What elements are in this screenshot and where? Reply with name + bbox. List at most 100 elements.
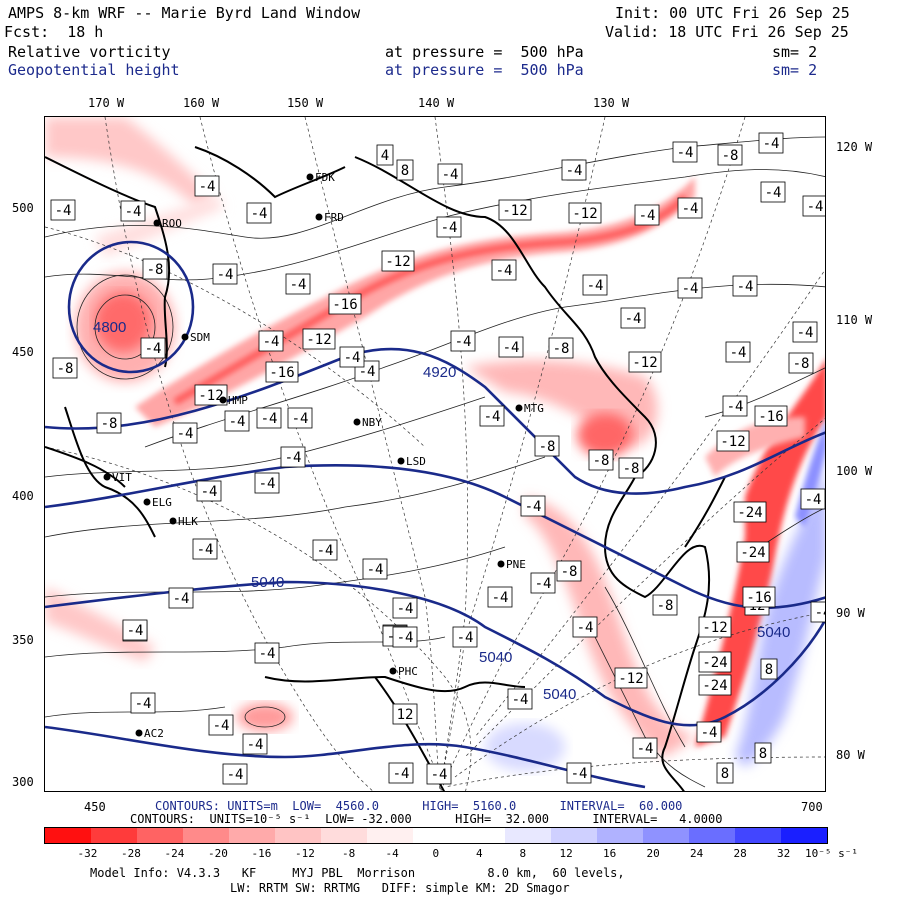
svg-text:-4: -4 <box>217 267 234 283</box>
field1-level: at pressure = 500 hPa <box>385 43 584 61</box>
station-label: PHC <box>398 665 418 678</box>
vorticity-label: -4 <box>582 274 608 296</box>
colorbar-swatch <box>597 828 643 843</box>
svg-text:-12: -12 <box>306 332 331 348</box>
height-label: 5040 <box>757 624 790 641</box>
svg-text:-4: -4 <box>682 201 699 217</box>
svg-text:-4: -4 <box>199 179 216 195</box>
x-tick-label: 700 <box>801 800 823 814</box>
vorticity-label: -4 <box>487 586 513 608</box>
svg-text:-4: -4 <box>571 766 588 782</box>
svg-text:-4: -4 <box>201 484 218 500</box>
vorticity-label: -4 <box>725 341 751 363</box>
vorticity-label: -4 <box>50 199 76 221</box>
vorticity-label: -12 <box>628 351 662 373</box>
colorbar-tick-label: -16 <box>251 847 272 860</box>
field2-name: Geopotential height <box>8 61 180 79</box>
vorticity-label: -4 <box>620 307 646 329</box>
vorticity-label: -12 <box>498 199 532 221</box>
svg-text:-4: -4 <box>763 136 780 152</box>
vorticity-label: -4 <box>312 539 338 561</box>
vorticity-label: -4 <box>800 488 825 510</box>
vorticity-label: -12 <box>698 616 732 638</box>
colorbar-tick-label: 20 <box>646 847 660 860</box>
vorticity-label: -16 <box>742 586 776 608</box>
svg-text:-4: -4 <box>765 185 782 201</box>
station-dot <box>169 517 177 525</box>
svg-text:8: 8 <box>721 766 729 782</box>
station-dot <box>135 729 143 737</box>
svg-text:-4: -4 <box>701 725 718 741</box>
svg-text:-8: -8 <box>539 439 556 455</box>
station-dot <box>389 667 397 675</box>
colorbar-tick-label: -8 <box>342 847 356 860</box>
svg-text:-4: -4 <box>173 591 190 607</box>
svg-text:-4: -4 <box>807 199 824 215</box>
vorticity-label: -24 <box>736 541 770 563</box>
vorticity-label: -4 <box>530 572 556 594</box>
vorticity-contour-info: CONTOURS: UNITS=10⁻⁵ s⁻¹ LOW= -32.000 HI… <box>130 812 723 826</box>
svg-text:-12: -12 <box>702 620 727 636</box>
colorbar-swatch <box>229 828 275 843</box>
station-label: MTG <box>524 402 544 415</box>
station-dot <box>497 560 505 568</box>
svg-text:-4: -4 <box>815 605 826 621</box>
vorticity-label-boxes: 488-4-8-4-4-4-4-4-4-4-4-4-4-4-12-12-12-4… <box>50 132 826 785</box>
svg-text:-4: -4 <box>496 263 513 279</box>
svg-text:-4: -4 <box>503 340 520 356</box>
svg-text:-8: -8 <box>593 453 610 469</box>
vorticity-label: -4 <box>436 216 462 238</box>
station-label: FRD <box>324 211 344 224</box>
station-label: NBY <box>362 416 382 429</box>
colorbar-tick-label: 28 <box>733 847 747 860</box>
vorticity-label: -8 <box>96 412 122 434</box>
y-tick-label: 350 <box>12 633 34 647</box>
vorticity-label: -4 <box>760 181 786 203</box>
colorbar-swatch <box>91 828 137 843</box>
vorticity-label: -4 <box>566 762 592 784</box>
vorticity-label: -4 <box>287 407 313 429</box>
station-dot <box>219 396 227 404</box>
svg-text:-4: -4 <box>455 334 472 350</box>
station-label: HLK <box>178 515 198 528</box>
vorticity-label: -4 <box>196 480 222 502</box>
colorbar-swatch <box>183 828 229 843</box>
vorticity-label: -4 <box>632 737 658 759</box>
vorticity-label: -4 <box>498 336 524 358</box>
svg-text:-16: -16 <box>332 297 357 313</box>
vorticity-label: -8 <box>52 357 78 379</box>
vorticity-label: -4 <box>491 259 517 281</box>
svg-text:-4: -4 <box>261 411 278 427</box>
colorbar-tick-label: -32 <box>77 847 98 860</box>
svg-text:-4: -4 <box>397 630 414 646</box>
vorticity-label: -4 <box>392 626 418 648</box>
lon-label-right: 90 W <box>836 606 865 620</box>
vorticity-label: -4 <box>479 405 505 427</box>
svg-text:-4: -4 <box>535 576 552 592</box>
svg-text:-4: -4 <box>577 620 594 636</box>
vorticity-label: -4 <box>208 714 234 736</box>
vorticity-label: -24 <box>733 501 767 523</box>
lon-label-right: 120 W <box>836 140 873 154</box>
vorticity-label: -8 <box>556 560 582 582</box>
vorticity-label: -24 <box>698 651 732 673</box>
station-label: FDK <box>315 171 335 184</box>
vorticity-label: -4 <box>672 141 698 163</box>
lon-label-top: 170 W <box>88 96 125 110</box>
svg-text:-4: -4 <box>125 204 142 220</box>
colorbar-tick-label: 12 <box>559 847 573 860</box>
svg-text:-12: -12 <box>572 206 597 222</box>
vorticity-label: -4 <box>168 587 194 609</box>
colorbar-tick-label: -20 <box>208 847 228 860</box>
vorticity-label: -4 <box>254 642 280 664</box>
svg-text:-4: -4 <box>197 542 214 558</box>
colorbar-tick-label: -28 <box>121 847 141 860</box>
lon-label-right: 100 W <box>836 464 873 478</box>
vorticity-label: -4 <box>280 446 306 468</box>
vorticity-label: -4 <box>122 619 148 641</box>
svg-text:-4: -4 <box>457 630 474 646</box>
vorticity-label: -4 <box>254 472 280 494</box>
svg-text:-4: -4 <box>55 203 72 219</box>
svg-text:-4: -4 <box>397 601 414 617</box>
svg-text:-16: -16 <box>269 365 294 381</box>
